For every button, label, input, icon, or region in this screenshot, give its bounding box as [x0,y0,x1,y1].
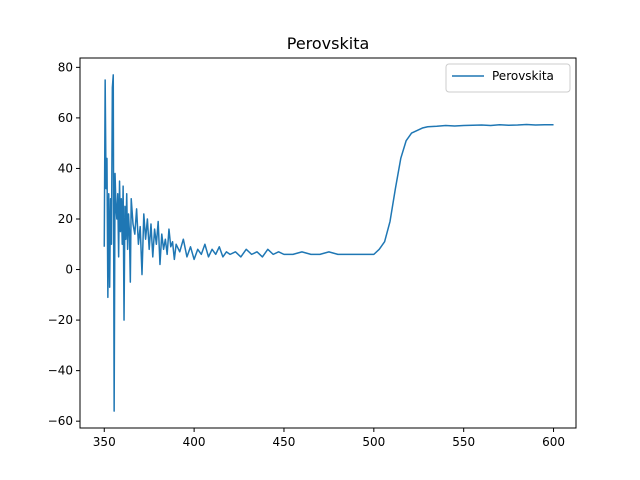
y-tick-label: 20 [58,212,73,226]
y-tick-label: −60 [48,414,73,428]
x-tick-label: 600 [542,435,565,449]
y-tick-label: 80 [58,60,73,74]
x-tick-label: 450 [273,435,296,449]
series-line-perovskita [103,74,554,412]
y-axis: −60 −40 −20 0 20 40 60 80 [48,60,80,428]
axes-frame [79,57,577,429]
legend-label: Perovskita [492,69,554,83]
y-tick-label: 40 [58,161,73,175]
x-axis: 350 400 450 500 550 600 [93,428,565,449]
x-tick-label: 500 [362,435,385,449]
y-tick-label: 0 [65,263,73,277]
plot-area [103,74,554,412]
y-tick-label: −20 [48,313,73,327]
x-tick-label: 400 [183,435,206,449]
chart-title: Perovskita [287,34,370,53]
y-tick-label: −40 [48,364,73,378]
legend-box [445,63,571,93]
y-tick-label: 60 [58,111,73,125]
x-tick-label: 550 [452,435,475,449]
legend: Perovskita [445,63,571,93]
x-tick-label: 350 [93,435,116,449]
